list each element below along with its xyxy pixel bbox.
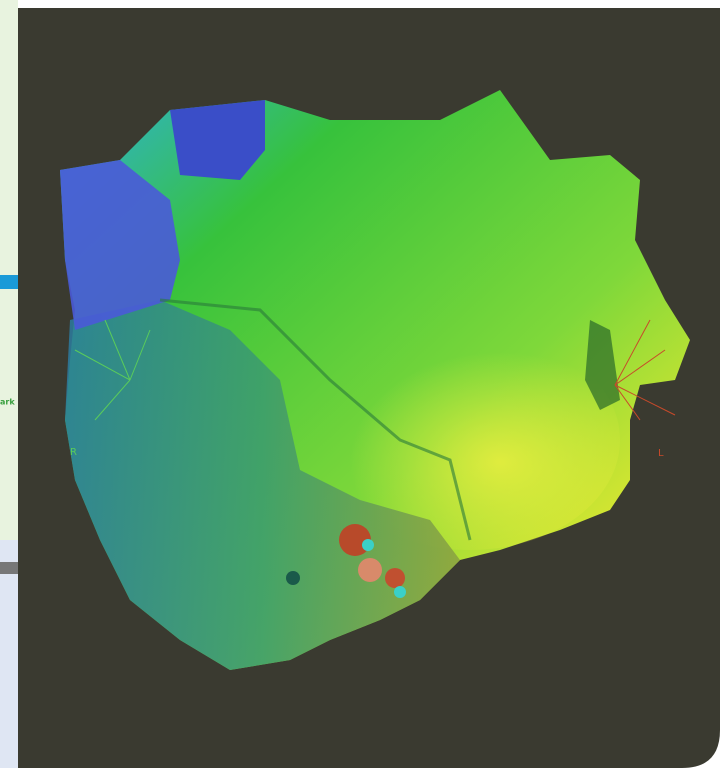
left-label: L bbox=[658, 448, 664, 459]
highlight bbox=[320, 330, 620, 550]
marker bbox=[362, 539, 374, 551]
marker bbox=[385, 568, 405, 588]
orientation-r bbox=[74, 319, 151, 421]
sidebar-gray-bar bbox=[0, 562, 18, 574]
sidebar-lower bbox=[0, 540, 18, 768]
shadow-pocket bbox=[585, 320, 620, 410]
sidebar-blue-bar bbox=[0, 275, 18, 289]
ridge bbox=[159, 298, 472, 541]
orientation-l bbox=[614, 319, 676, 421]
blue-region bbox=[60, 160, 180, 330]
marker bbox=[358, 558, 382, 582]
sidebar-label: ark bbox=[0, 398, 15, 407]
marker bbox=[286, 571, 300, 585]
right-label: R bbox=[70, 447, 77, 458]
marker bbox=[394, 586, 406, 598]
blue-appendage bbox=[170, 100, 265, 180]
